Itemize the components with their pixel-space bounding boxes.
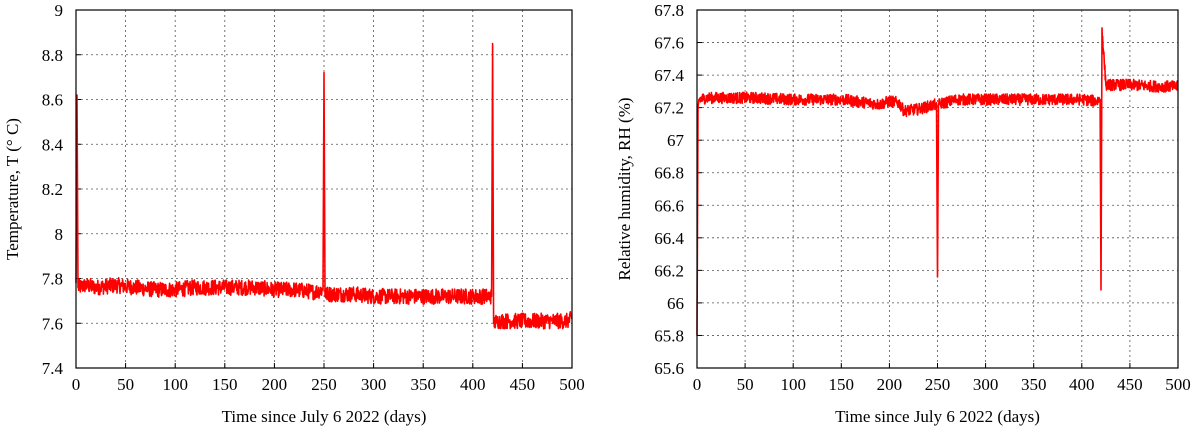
series-line bbox=[75, 42, 573, 330]
x-tick-label: 400 bbox=[460, 375, 486, 394]
y-tick-label: 66.8 bbox=[654, 164, 684, 183]
x-tick-label: 50 bbox=[117, 375, 134, 394]
y-tick-label: 7.4 bbox=[42, 359, 64, 378]
y-tick-label: 66.2 bbox=[654, 261, 684, 280]
y-tick-label: 65.8 bbox=[654, 326, 684, 345]
y-axis-label: Temperature, T (° C) bbox=[3, 118, 22, 260]
x-tick-label: 500 bbox=[1165, 375, 1191, 394]
x-tick-label: 450 bbox=[510, 375, 536, 394]
x-tick-label: 450 bbox=[1117, 375, 1143, 394]
y-tick-label: 65.6 bbox=[654, 359, 684, 378]
y-tick-label: 8.2 bbox=[42, 180, 63, 199]
x-tick-label: 200 bbox=[262, 375, 288, 394]
x-tick-label: 300 bbox=[973, 375, 999, 394]
y-tick-label: 9 bbox=[55, 1, 64, 20]
x-tick-label: 100 bbox=[162, 375, 188, 394]
y-tick-label: 8.4 bbox=[42, 135, 64, 154]
x-tick-label: 0 bbox=[693, 375, 702, 394]
y-tick-label: 67.6 bbox=[654, 34, 684, 53]
x-tick-label: 250 bbox=[311, 375, 337, 394]
series-line bbox=[696, 27, 1179, 336]
x-tick-label: 0 bbox=[72, 375, 81, 394]
y-tick-label: 8 bbox=[55, 225, 64, 244]
y-tick-label: 7.8 bbox=[42, 270, 63, 289]
plot-frame bbox=[696, 9, 1179, 369]
y-tick-label: 66.4 bbox=[654, 229, 684, 248]
y-tick-label: 67.2 bbox=[654, 99, 684, 118]
x-tick-label: 300 bbox=[361, 375, 387, 394]
x-tick-label: 350 bbox=[1021, 375, 1047, 394]
x-tick-label: 50 bbox=[737, 375, 754, 394]
plot-frame bbox=[75, 9, 573, 369]
humidity-chart: 0 50 100 150 200 250 300 350 400 450 500 65.6 65.8 66… bbox=[615, 1, 1191, 426]
x-tick-label: 250 bbox=[925, 375, 951, 394]
x-tick-label: 500 bbox=[559, 375, 585, 394]
y-tick-label: 8.6 bbox=[42, 91, 63, 110]
y-tick-label: 7.6 bbox=[42, 314, 63, 333]
x-tick-label: 100 bbox=[780, 375, 806, 394]
y-tick-label: 8.8 bbox=[42, 46, 63, 65]
x-tick-label: 400 bbox=[1069, 375, 1095, 394]
x-axis-label: Time since July 6 2022 (days) bbox=[222, 407, 427, 426]
x-tick-label: 350 bbox=[410, 375, 436, 394]
y-axis-label: Relative humidity, RH (%) bbox=[615, 97, 634, 280]
x-tick-label: 150 bbox=[212, 375, 238, 394]
x-tick-label: 150 bbox=[829, 375, 855, 394]
x-axis-label: Time since July 6 2022 (days) bbox=[835, 407, 1040, 426]
y-tick-label: 67.8 bbox=[654, 1, 684, 20]
y-tick-label: 67.4 bbox=[654, 66, 684, 85]
temperature-chart: 0 50 100 150 200 250 300 350 400 450 500 7.4 7.6 7.8 8… bbox=[3, 1, 585, 426]
y-tick-label: 67 bbox=[667, 131, 685, 150]
y-tick-label: 66 bbox=[667, 294, 684, 313]
x-tick-label: 200 bbox=[877, 375, 903, 394]
y-tick-label: 66.6 bbox=[654, 196, 684, 215]
